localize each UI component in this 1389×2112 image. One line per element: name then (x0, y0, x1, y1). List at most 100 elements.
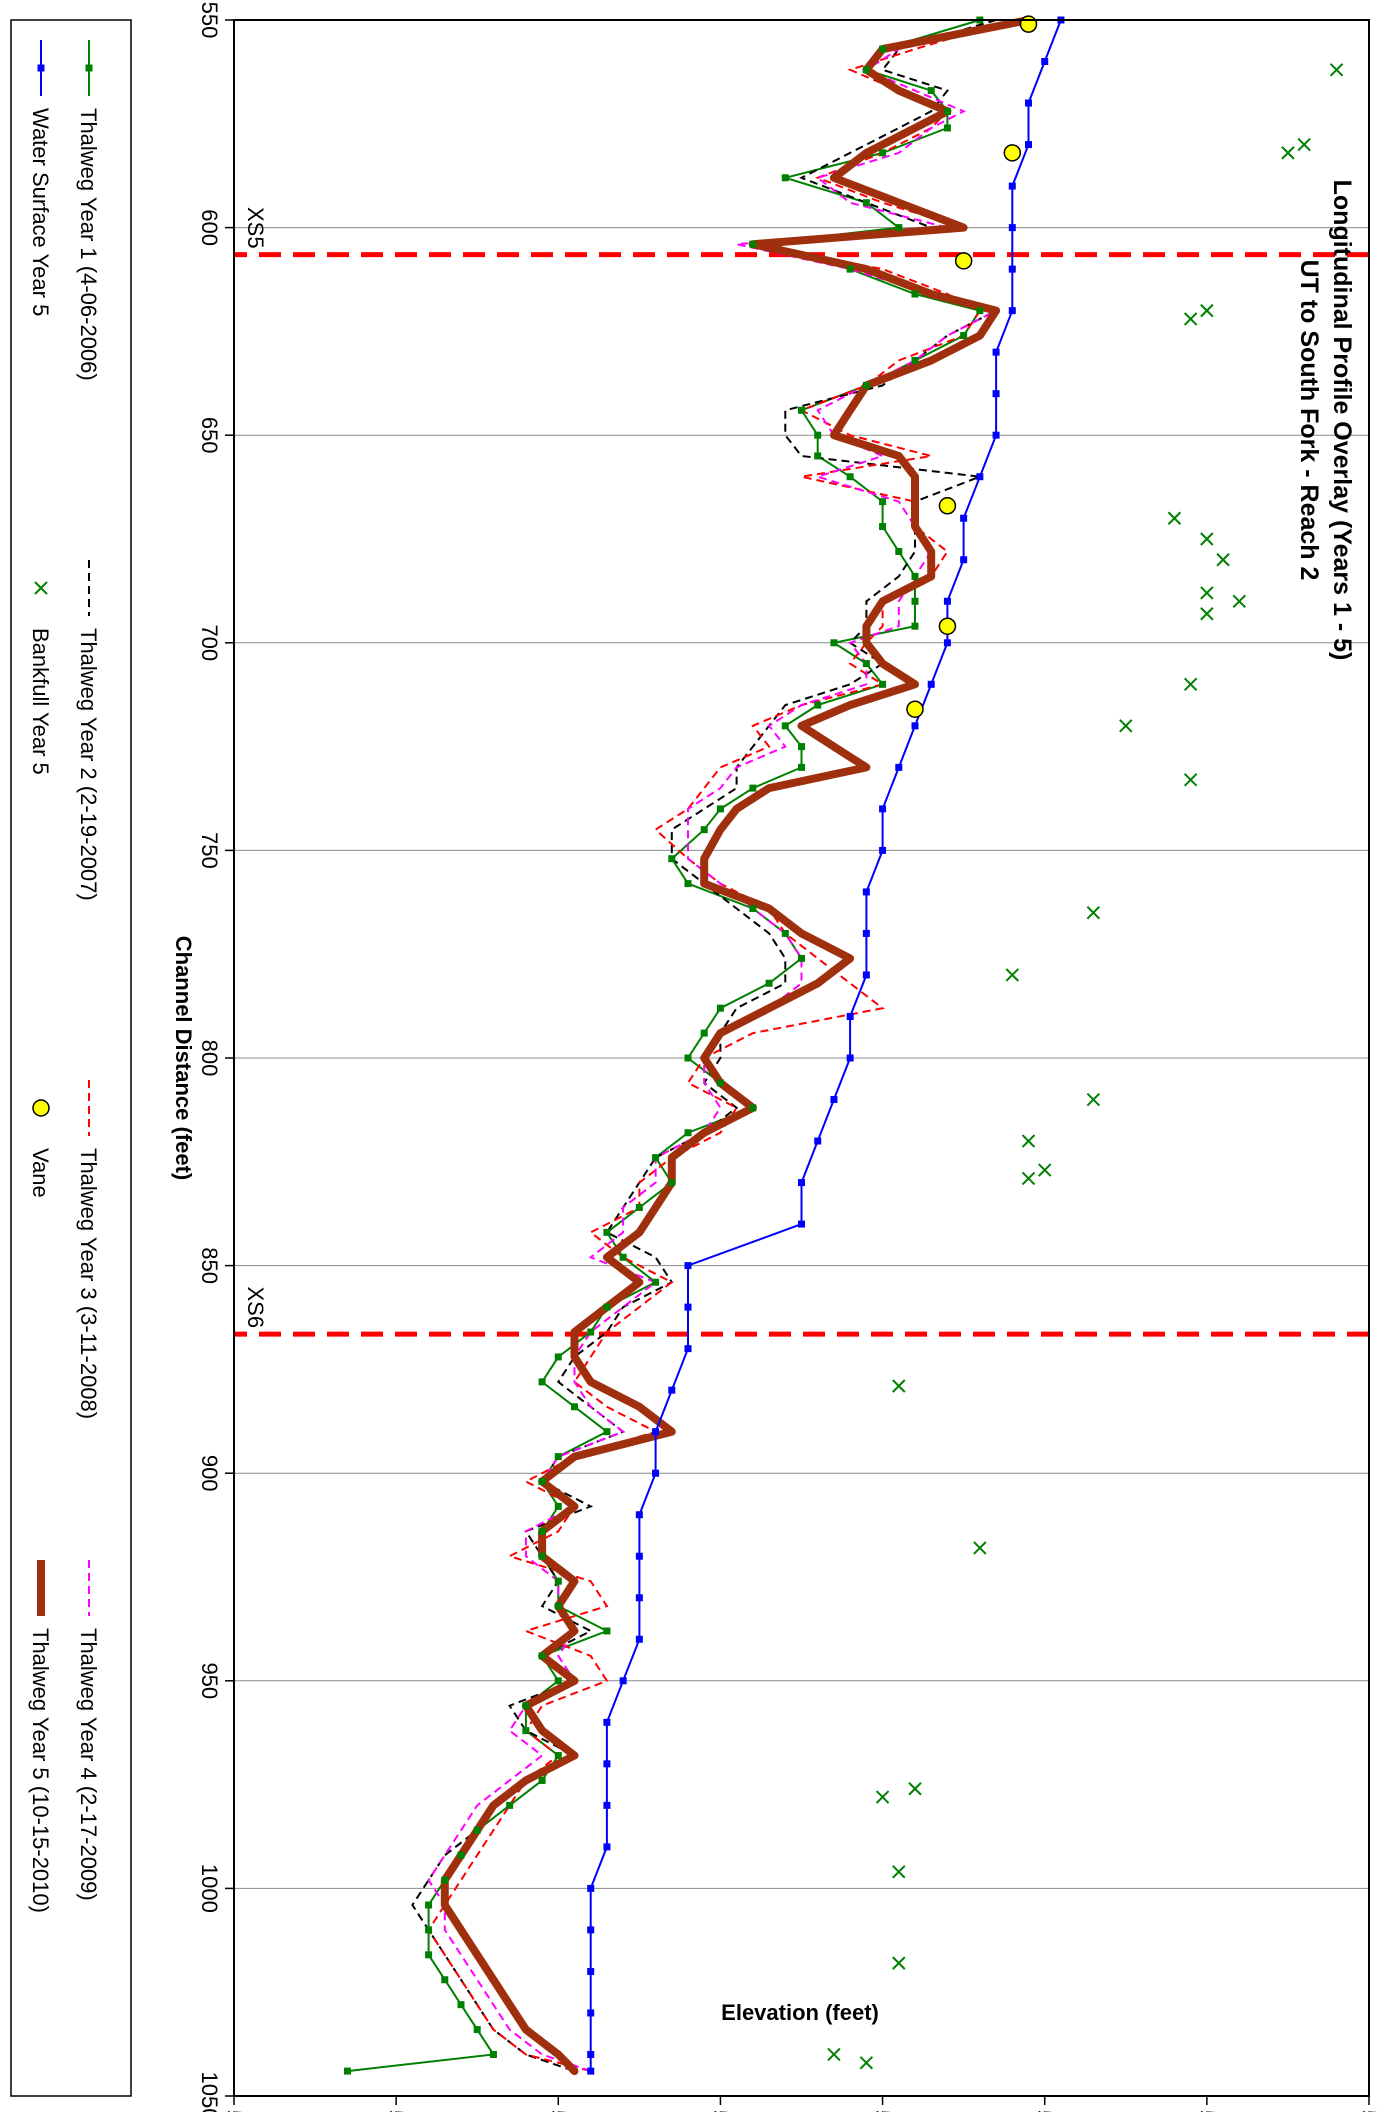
data-point-thalweg-year-1-4-06-2006 (911, 290, 919, 298)
data-point-water-surface-year-5 (1008, 265, 1016, 273)
data-point-thalweg-year-1-4-06-2006 (457, 2001, 465, 2009)
data-point-bankfull-year-5 (1086, 905, 1101, 920)
y-tick-label: 528 (221, 2110, 246, 2112)
data-point-bankfull-year-5 (1183, 677, 1198, 692)
legend-label-thalweg-year-5-10-15-2010: Thalweg Year 5 (10-15-2010) (28, 1628, 53, 1913)
data-point-thalweg-year-1-4-06-2006 (814, 431, 822, 439)
series-line-thalweg-year-5-10-15-2010 (440, 16, 1033, 2076)
data-point-thalweg-year-1-4-06-2006 (635, 1203, 643, 1211)
data-point-thalweg-year-1-4-06-2006 (879, 498, 887, 506)
data-point-thalweg-year-1-4-06-2006 (765, 979, 773, 987)
data-point-bankfull-year-5 (1183, 312, 1198, 326)
data-point-thalweg-year-1-4-06-2006 (522, 1727, 530, 1735)
data-point-thalweg-year-1-4-06-2006 (554, 1602, 562, 1610)
data-point-thalweg-year-1-4-06-2006 (668, 1179, 676, 1187)
data-point-thalweg-year-1-4-06-2006 (943, 124, 951, 132)
data-point-bankfull-year-5 (1086, 1092, 1101, 1107)
data-point-bankfull-year-5 (892, 1956, 906, 1970)
data-point-water-surface-year-5 (635, 1635, 643, 1643)
x-tick-label: 600 (197, 209, 222, 246)
data-point-bankfull-year-5 (1038, 1163, 1052, 1177)
data-point-thalweg-year-1-4-06-2006 (522, 1702, 530, 1710)
data-point-thalweg-year-1-4-06-2006 (538, 1478, 546, 1486)
data-point-thalweg-year-1-4-06-2006 (862, 199, 870, 207)
data-point-thalweg-year-1-4-06-2006 (652, 1278, 660, 1286)
data-point-thalweg-year-1-4-06-2006 (862, 66, 870, 74)
x-tick-label: 1050 (197, 2072, 222, 2112)
data-point-thalweg-year-1-4-06-2006 (425, 1926, 433, 1934)
data-point-water-surface-year-5 (587, 2050, 595, 2058)
data-point-water-surface-year-5 (798, 1179, 805, 1187)
data-point-bankfull-year-5 (1200, 303, 1214, 318)
data-point-bankfull-year-5 (1281, 146, 1295, 160)
data-point-thalweg-year-1-4-06-2006 (684, 880, 692, 888)
data-point-thalweg-year-1-4-06-2006 (976, 307, 984, 315)
data-point-bankfull-year-5 (875, 1790, 890, 1804)
data-point-bankfull-year-5 (1232, 594, 1246, 608)
data-point-thalweg-year-1-4-06-2006 (441, 1876, 449, 1884)
data-point-water-surface-year-5 (587, 1926, 595, 1934)
data-point-water-surface-year-5 (943, 639, 951, 647)
data-point-bankfull-year-5 (892, 1865, 906, 1879)
data-point-thalweg-year-1-4-06-2006 (911, 356, 919, 364)
series-line-thalweg-year-4-2-17-2009 (427, 19, 1029, 2073)
x-tick-label: 850 (197, 1247, 222, 1284)
data-point-water-surface-year-5 (846, 1054, 854, 1062)
data-point-water-surface-year-5 (587, 1967, 595, 1975)
x-tick-label: 950 (197, 1662, 222, 1699)
data-point-thalweg-year-1-4-06-2006 (538, 1527, 546, 1535)
data-point-thalweg-year-1-4-06-2006 (538, 1776, 546, 1784)
legend-marker-water-surface-year-5 (37, 64, 45, 72)
data-point-vane (954, 252, 973, 270)
data-point-thalweg-year-1-4-06-2006 (684, 1054, 692, 1062)
plot-frame (233, 19, 1370, 2097)
data-point-thalweg-year-1-4-06-2006 (554, 1353, 562, 1361)
data-point-vane (938, 497, 957, 515)
data-point-water-surface-year-5 (652, 1428, 660, 1436)
data-point-thalweg-year-1-4-06-2006 (587, 1328, 595, 1336)
data-point-thalweg-year-1-4-06-2006 (814, 701, 822, 709)
data-point-water-surface-year-5 (587, 2067, 595, 2075)
data-point-thalweg-year-1-4-06-2006 (879, 149, 887, 157)
data-point-water-surface-year-5 (1041, 58, 1049, 66)
data-point-water-surface-year-5 (846, 1012, 854, 1020)
y-axis-label: Elevation (feet) (721, 2000, 879, 2025)
data-point-water-surface-year-5 (652, 1469, 660, 1477)
data-point-thalweg-year-1-4-06-2006 (960, 332, 968, 340)
data-point-thalweg-year-1-4-06-2006 (473, 1826, 481, 1834)
data-point-water-surface-year-5 (603, 1718, 611, 1726)
legend-marker-bankfull-year-5 (34, 581, 48, 595)
y-tick-label: 533 (1032, 2110, 1057, 2112)
data-point-thalweg-year-1-4-06-2006 (943, 107, 951, 115)
data-point-water-surface-year-5 (879, 846, 887, 854)
y-tick-label: 529 (383, 2110, 408, 2112)
data-point-thalweg-year-1-4-06-2006 (911, 597, 919, 605)
data-point-water-surface-year-5 (1025, 141, 1032, 149)
data-point-bankfull-year-5 (1297, 137, 1311, 152)
data-point-bankfull-year-5 (1005, 968, 1019, 982)
data-point-thalweg-year-1-4-06-2006 (538, 1652, 546, 1660)
data-point-vane (938, 617, 957, 635)
data-point-thalweg-year-1-4-06-2006 (781, 174, 789, 182)
legend-label-vane: Vane (28, 1148, 53, 1198)
data-point-water-surface-year-5 (976, 473, 984, 481)
data-point-thalweg-year-1-4-06-2006 (554, 1453, 562, 1461)
data-point-thalweg-year-1-4-06-2006 (684, 1129, 692, 1137)
data-point-thalweg-year-1-4-06-2006 (603, 1627, 611, 1635)
data-point-thalweg-year-1-4-06-2006 (716, 805, 724, 813)
y-tick-label: 532 (870, 2110, 895, 2112)
data-point-thalweg-year-1-4-06-2006 (830, 639, 838, 647)
series-line-thalweg-year-3-3-11-2008 (427, 19, 1013, 2073)
data-point-thalweg-year-1-4-06-2006 (716, 1079, 724, 1087)
data-point-bankfull-year-5 (1200, 532, 1214, 546)
data-point-thalweg-year-1-4-06-2006 (425, 1901, 433, 1909)
data-point-thalweg-year-1-4-06-2006 (473, 2026, 481, 2034)
grid-layer (225, 19, 1370, 2105)
data-point-water-surface-year-5 (1008, 307, 1016, 315)
data-point-water-surface-year-5 (992, 348, 1000, 356)
data-point-water-surface-year-5 (1025, 99, 1032, 107)
data-point-thalweg-year-1-4-06-2006 (554, 1502, 562, 1510)
marker-layer (344, 15, 1344, 2075)
data-point-water-surface-year-5 (684, 1345, 692, 1353)
